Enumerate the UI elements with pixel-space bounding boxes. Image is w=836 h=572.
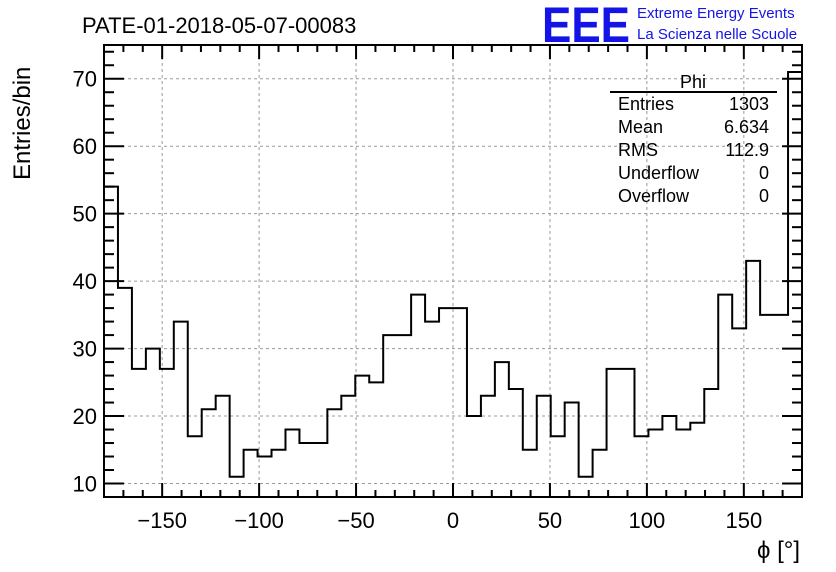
histogram-bin: [327, 409, 341, 497]
histogram-bin: [104, 187, 118, 497]
histogram-bin: [285, 430, 299, 497]
stats-row-label: Underflow: [618, 163, 700, 183]
x-tick-label: −50: [337, 508, 374, 533]
histogram-bin: [160, 369, 174, 497]
y-tick-label: 70: [73, 67, 97, 92]
x-tick-label: 0: [447, 508, 459, 533]
histogram-bin: [481, 396, 495, 497]
histogram-bin: [495, 362, 509, 497]
stats-row-value: 6.634: [724, 117, 769, 137]
histogram-bin: [732, 328, 746, 497]
y-tick-label: 50: [73, 202, 97, 227]
histogram-bin: [551, 436, 565, 497]
histogram-bin: [704, 389, 718, 497]
stats-row-value: 0: [759, 163, 769, 183]
histogram-bin: [132, 369, 146, 497]
x-tick-label: −150: [137, 508, 187, 533]
logo-line-1: Extreme Energy Events: [637, 5, 795, 22]
eee-logo: EEE: [542, 0, 630, 53]
histogram-bin: [313, 443, 327, 497]
histogram-bin: [593, 450, 607, 497]
x-tick-label: −100: [234, 508, 284, 533]
histogram-bin: [621, 369, 635, 497]
histogram-bin: [439, 308, 453, 497]
histogram-bin: [718, 295, 732, 497]
histogram-bin: [565, 403, 579, 497]
y-tick-label: 10: [73, 472, 97, 497]
stats-row-label: Entries: [618, 94, 674, 114]
y-tick-label: 40: [73, 269, 97, 294]
histogram-bin: [146, 349, 160, 497]
histogram-bin: [774, 315, 788, 497]
histogram-bin: [174, 322, 188, 497]
y-tick-label: 60: [73, 134, 97, 159]
axis-ticks: [104, 45, 802, 497]
histogram-bin: [509, 389, 523, 497]
histogram-bin: [202, 409, 216, 497]
histogram-bin: [676, 430, 690, 497]
chart-title: PATE-01-2018-05-07-00083: [82, 13, 356, 38]
x-axis-label: ϕ [°]: [757, 537, 800, 564]
histogram-bin: [216, 396, 230, 497]
axis-tick-labels: −150 −100 −50 0 50 100 150 10 20 30 40 50 60 70: [73, 67, 763, 533]
histogram-bin: [341, 396, 355, 497]
histogram-bin: [272, 450, 286, 497]
histogram-bin: [230, 477, 244, 497]
histogram-bin: [118, 288, 132, 497]
histogram-bin: [579, 477, 593, 497]
stats-row-value: 0: [759, 186, 769, 206]
stats-row-value: 1303: [729, 94, 769, 114]
stats-row-label: RMS: [618, 140, 658, 160]
stats-row-value: 112.9: [725, 140, 769, 160]
stats-box: Phi Entries 1303 Mean 6.634 RMS 112.9 Underflo…: [610, 72, 777, 206]
histogram-outline: [104, 70, 802, 478]
histogram-bin: [299, 443, 313, 497]
y-tick-label: 30: [73, 337, 97, 362]
histogram-bin: [746, 261, 760, 497]
logo-line-2: La Scienza nelle Scuole: [637, 26, 797, 43]
x-tick-label: 100: [629, 508, 666, 533]
grid-lines: [104, 45, 802, 497]
histogram-bin: [244, 450, 258, 497]
x-tick-label: 150: [725, 508, 762, 533]
stats-row-label: Mean: [618, 117, 663, 137]
histogram-bin: [369, 382, 383, 497]
histogram-bars: [104, 70, 802, 497]
y-tick-label: 20: [73, 404, 97, 429]
histogram-bin: [467, 416, 481, 497]
histogram-bin: [662, 416, 676, 497]
histogram-bin: [523, 450, 537, 497]
histogram-bin: [383, 335, 397, 497]
histogram-bin: [411, 295, 425, 497]
y-axis-label: Entries/bin: [9, 67, 36, 180]
histogram-bin: [453, 308, 467, 497]
histogram-bin: [425, 322, 439, 497]
x-tick-label: 50: [538, 508, 562, 533]
histogram-bin: [355, 376, 369, 497]
histogram-bin: [648, 430, 662, 497]
histogram-bin: [690, 423, 704, 497]
stats-title: Phi: [680, 72, 706, 92]
histogram-bin: [788, 72, 802, 497]
histogram-bin: [760, 315, 774, 497]
stats-row-label: Overflow: [618, 186, 690, 206]
histogram-bin: [607, 369, 621, 497]
histogram-bin: [188, 436, 202, 497]
histogram-bin: [397, 335, 411, 497]
histogram-bin: [537, 396, 551, 497]
